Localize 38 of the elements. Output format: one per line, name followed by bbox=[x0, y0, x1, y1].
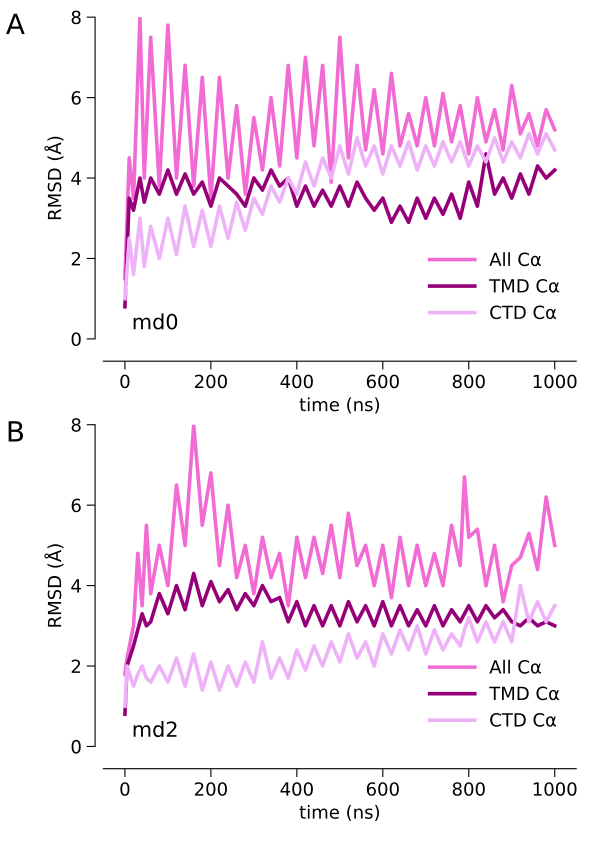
y-tick-label: 0 bbox=[72, 740, 81, 754]
text: B bbox=[8, 421, 23, 442]
x-tick-label: 1000 bbox=[534, 782, 577, 796]
x-tick-label: 600 bbox=[366, 782, 399, 796]
legend-label: All Cα bbox=[489, 660, 541, 674]
x-tick-label: 800 bbox=[452, 374, 485, 388]
y-tick-label: 2 bbox=[72, 252, 80, 266]
y-tick-label: 6 bbox=[72, 498, 81, 512]
legend-label: All Cα bbox=[489, 252, 541, 266]
y-tick-label: 0 bbox=[72, 332, 81, 346]
x-tick-label: 800 bbox=[452, 782, 485, 796]
legend-label: TMD Cα bbox=[489, 686, 560, 700]
y-axis-title: RMSD (Å) bbox=[44, 544, 64, 627]
x-tick-label: 0 bbox=[120, 782, 130, 796]
line-series bbox=[123, 17, 557, 280]
x-axis-title: time (ns) bbox=[300, 804, 380, 822]
x-tick-label: 400 bbox=[280, 374, 313, 388]
legend-label: CTD Cα bbox=[490, 306, 556, 320]
x-tick-label: 200 bbox=[194, 374, 227, 388]
x-tick-label: 600 bbox=[366, 374, 399, 388]
x-tick-label: 1000 bbox=[534, 374, 577, 388]
text: A bbox=[6, 14, 25, 34]
x-tick-label: 0 bbox=[120, 374, 130, 388]
y-tick-label: 4 bbox=[71, 579, 81, 592]
legend-label: CTD Cα bbox=[490, 713, 556, 727]
y-axis-title: RMSD (Å) bbox=[44, 136, 64, 220]
y-tick-label: 8 bbox=[72, 418, 81, 432]
annotation: md2 bbox=[134, 720, 176, 738]
x-axis-title: time (ns) bbox=[300, 397, 380, 414]
annotation: md0 bbox=[134, 313, 178, 330]
y-tick-label: 2 bbox=[72, 659, 80, 673]
y-tick-label: 6 bbox=[72, 91, 81, 105]
y-tick-label: 4 bbox=[71, 172, 81, 185]
x-tick-label: 200 bbox=[194, 782, 227, 796]
line-series bbox=[123, 424, 557, 676]
x-tick-label: 400 bbox=[280, 782, 313, 796]
y-tick-label: 8 bbox=[72, 10, 81, 24]
legend-label: TMD Cα bbox=[489, 279, 560, 293]
